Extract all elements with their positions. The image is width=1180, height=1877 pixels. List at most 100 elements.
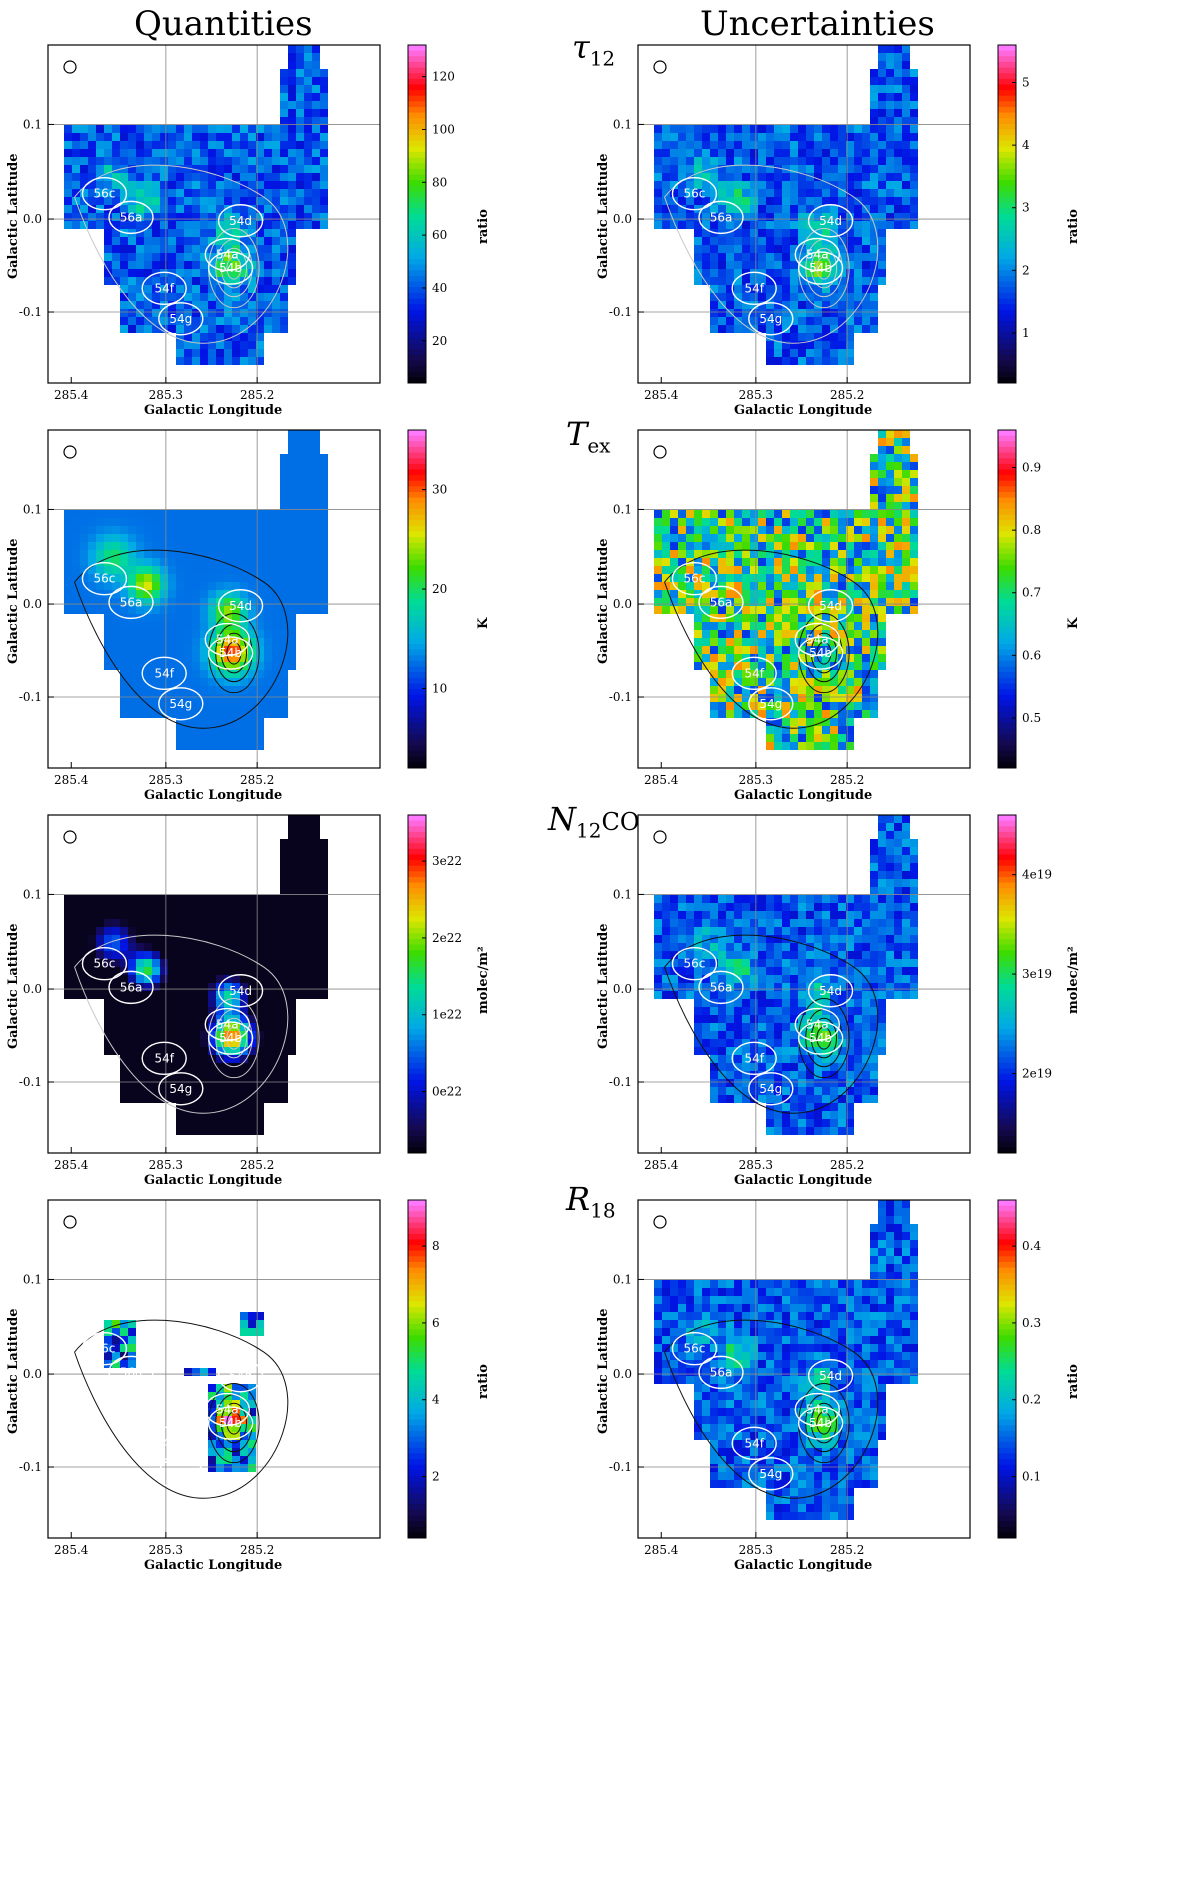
source-label: 54g bbox=[759, 1082, 782, 1096]
x-tick-label: 285.3 bbox=[739, 1543, 773, 1557]
x-tick-label: 285.2 bbox=[830, 1543, 864, 1557]
source-ellipse bbox=[807, 974, 854, 1008]
source-label: 54f bbox=[744, 281, 764, 295]
row-label-tau-main: τ bbox=[572, 28, 590, 66]
colorbar-tick-label: 80 bbox=[432, 175, 447, 189]
source-label: 54a bbox=[216, 248, 239, 262]
panel-tex-uncertainty: 56c 56a 54d 54a 54b 54f 54g 285.4 285.3 285.2 0.1 0… bbox=[590, 425, 1090, 865]
y-tick-label: -0.1 bbox=[609, 1075, 632, 1089]
source-label: 54a bbox=[216, 633, 239, 647]
x-tick-label: 285.4 bbox=[644, 388, 679, 402]
row-label-tau: τ12 bbox=[572, 28, 615, 70]
x-tick-label: 285.2 bbox=[240, 773, 274, 787]
source-label: 56a bbox=[120, 595, 143, 609]
colorbar-tick-label: 0.3 bbox=[1022, 1316, 1041, 1330]
y-tick-label: 0.1 bbox=[613, 887, 632, 901]
source-label: 56c bbox=[94, 957, 116, 971]
y-tick-label: -0.1 bbox=[609, 690, 632, 704]
x-tick-label: 285.2 bbox=[240, 388, 274, 402]
colorbar-title: K bbox=[1066, 617, 1081, 629]
source-label: 54b bbox=[809, 1416, 832, 1430]
row-label-nco: N12CO bbox=[548, 800, 640, 842]
colorbar-tick-label: 6 bbox=[432, 1316, 440, 1330]
source-label: 54f bbox=[744, 666, 764, 680]
source-label: 54b bbox=[809, 646, 832, 660]
row-label-tau-sub: 12 bbox=[589, 46, 616, 71]
y-axis-label: Galactic Latitude bbox=[596, 923, 611, 1049]
source-ellipse bbox=[731, 1426, 777, 1461]
colorbar-tick-label: 3 bbox=[1022, 201, 1030, 215]
colorbar-title: ratio bbox=[476, 1364, 491, 1399]
y-tick-label: 0.1 bbox=[613, 502, 632, 516]
source-ellipse bbox=[158, 1072, 204, 1106]
source-ellipse bbox=[797, 636, 844, 670]
source-label: 56a bbox=[120, 1365, 143, 1379]
beam-circle bbox=[63, 830, 77, 844]
colorbar-tick-label: 0.4 bbox=[1022, 1239, 1041, 1253]
y-tick-label: 0.1 bbox=[23, 502, 42, 516]
beam-circle bbox=[653, 830, 667, 844]
source-label: 56c bbox=[94, 1342, 116, 1356]
y-axis-label: Galactic Latitude bbox=[6, 538, 21, 664]
row-label-tex-sub: ex bbox=[587, 433, 611, 458]
y-tick-label: 0.0 bbox=[23, 1367, 42, 1381]
colorbar-tick-label: 120 bbox=[432, 70, 455, 84]
y-tick-label: -0.1 bbox=[19, 690, 42, 704]
x-tick-label: 285.4 bbox=[54, 388, 89, 402]
source-ellipse bbox=[698, 1355, 744, 1390]
panel-nco-uncertainty: 56c 56a 54d 54a 54b 54f 54g 285.4 285.3 285.2 0.1 0… bbox=[590, 810, 1090, 1250]
source-label: 54g bbox=[169, 697, 192, 711]
x-tick-label: 285.3 bbox=[739, 773, 773, 787]
source-label: 54g bbox=[169, 312, 192, 326]
colorbar-tick-label: 0.5 bbox=[1022, 711, 1041, 725]
x-axis-label: Galactic Longitude bbox=[734, 1558, 873, 1573]
y-axis-label: Galactic Latitude bbox=[6, 153, 21, 279]
source-ellipse bbox=[217, 1359, 264, 1393]
source-label: 54f bbox=[744, 1436, 764, 1450]
row-label-r18-main: R bbox=[566, 1180, 591, 1218]
source-ellipse bbox=[794, 622, 840, 657]
source-ellipse bbox=[158, 1457, 204, 1491]
colorbar-tick-label: 1 bbox=[1022, 326, 1030, 340]
source-label: 56c bbox=[684, 1342, 706, 1356]
source-label: 54f bbox=[154, 281, 174, 295]
source-label: 54f bbox=[154, 1436, 174, 1450]
source-ellipse bbox=[794, 237, 840, 272]
source-ellipse bbox=[807, 1359, 854, 1393]
y-tick-label: 0.0 bbox=[613, 597, 632, 611]
source-ellipse bbox=[794, 1392, 840, 1427]
source-label: 54d bbox=[819, 599, 842, 613]
y-tick-label: -0.1 bbox=[19, 305, 42, 319]
source-label: 54g bbox=[169, 1082, 192, 1096]
source-ellipse bbox=[158, 687, 204, 721]
source-label: 54g bbox=[759, 1467, 782, 1481]
panel-tau-uncertainty: 56c 56a 54d 54a 54b 54f 54g 285.4 285.3 285.2 0.1 0… bbox=[590, 40, 1090, 480]
source-label: 54d bbox=[229, 1369, 252, 1383]
source-label: 54d bbox=[819, 984, 842, 998]
source-ellipse bbox=[698, 970, 744, 1005]
y-tick-label: 0.0 bbox=[23, 597, 42, 611]
colorbar-tick-label: 0.9 bbox=[1022, 461, 1041, 475]
source-label: 56a bbox=[710, 1365, 733, 1379]
colorbar: 5 4 3 2 1 bbox=[997, 44, 1030, 384]
source-label: 54b bbox=[809, 261, 832, 275]
colorbar-tick-label: 10 bbox=[432, 681, 447, 695]
x-axis-label: Galactic Longitude bbox=[734, 1173, 873, 1188]
source-ellipse bbox=[141, 271, 187, 306]
source-ellipse bbox=[204, 237, 250, 272]
source-label: 56c bbox=[684, 572, 706, 586]
source-ellipse bbox=[698, 200, 744, 235]
x-axis-label: Galactic Longitude bbox=[734, 403, 873, 418]
beam-circle bbox=[63, 445, 77, 459]
y-tick-label: 0.1 bbox=[23, 117, 42, 131]
x-axis-label: Galactic Longitude bbox=[144, 1558, 283, 1573]
colorbar-tick-label: 0.7 bbox=[1022, 586, 1041, 600]
source-ellipse bbox=[731, 656, 777, 691]
colorbar-tick-label: 4e19 bbox=[1022, 868, 1052, 882]
